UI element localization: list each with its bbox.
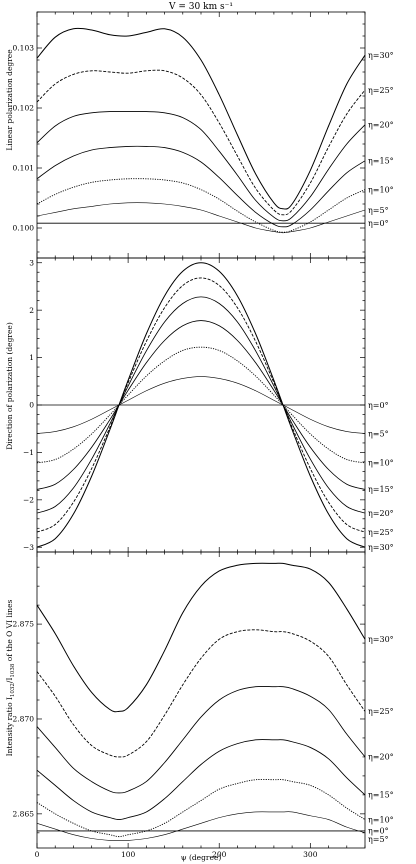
series-line-eta-30 — [36, 27, 366, 210]
curve-label-eta-25: η=25° — [368, 707, 394, 716]
y-axis-label-intensity-ratio: Intensity ratio I1032/I1038 of the O VI … — [5, 599, 16, 756]
y-tick-label: 2.865 — [13, 809, 35, 818]
curve-label-eta-0: η=0° — [368, 401, 389, 410]
curve-label-eta-20: η=20° — [368, 753, 394, 762]
series-line-eta-30 — [36, 562, 366, 713]
curve-label-eta-0: η=0° — [368, 219, 389, 228]
series-line-eta-25 — [36, 629, 366, 758]
series-line-eta-25 — [36, 277, 366, 533]
panel-intensity-ratio: 0 100 200 300 2.865 2.870 2.875 η=30° η=25° η=20°… — [13, 551, 394, 859]
curve-label-eta-20: η=20° — [368, 121, 394, 130]
series-line-eta-10 — [36, 346, 366, 464]
series-line-eta-25 — [36, 69, 366, 216]
ylabel-sub-1038: 1038 — [10, 663, 16, 677]
y-tick-label: −2 — [23, 495, 34, 504]
ylabel-mid: /I — [5, 678, 14, 684]
y-tick-label: 3 — [29, 258, 34, 267]
curve-label-eta-0: η=0° — [368, 827, 389, 836]
ylabel-main: Intensity ratio I — [5, 697, 14, 756]
series-line-eta-15 — [36, 145, 366, 228]
curve-label-eta-5: η=5° — [368, 835, 389, 844]
curve-label-eta-30: η=30° — [368, 51, 394, 60]
panel-direction-of-polarization: −3 −2 −1 0 1 2 3 η=0° η=5° η=10° η=15° η=20° η=25° η=… — [23, 257, 394, 553]
curve-label-eta-10: η=10° — [368, 185, 394, 194]
panel-linear-polarization: 0.100 0.101 0.102 0.103 η=30° η=25° η=20° η=15°… — [13, 11, 394, 259]
y-tick-label: 0.102 — [13, 104, 35, 113]
y-tick-label: 2.875 — [13, 620, 35, 629]
y-axis-label-linear-polarization: Linear polarization degree — [5, 49, 14, 151]
series-line-eta-5 — [36, 811, 366, 841]
series-line-eta-20 — [36, 111, 366, 222]
y-tick-label: −1 — [23, 448, 34, 457]
y-tick-label: 1 — [29, 353, 34, 362]
series-line-eta-30 — [36, 262, 366, 548]
ylabel-sub-1032: 1032 — [10, 683, 16, 697]
y-tick-label: 0 — [29, 401, 34, 410]
plot-frame — [36, 11, 366, 259]
series-line-eta-5 — [36, 202, 366, 234]
series-line-eta-15 — [36, 739, 366, 820]
curve-label-eta-15: η=15° — [368, 791, 394, 800]
curve-label-eta-30: η=30° — [368, 635, 394, 644]
curve-label-eta-15: η=15° — [368, 485, 394, 494]
x-tick-label: 0 — [35, 850, 40, 859]
curve-label-eta-10: η=10° — [368, 459, 394, 468]
curve-label-eta-10: η=10° — [368, 815, 394, 824]
series-line-eta-5 — [36, 376, 366, 434]
y-tick-label: 2.870 — [13, 715, 35, 724]
x-axis-label: ψ (degree) — [181, 853, 222, 862]
curve-label-eta-25: η=25° — [368, 528, 394, 537]
x-tick-label: 200 — [212, 850, 227, 859]
curve-label-eta-25: η=25° — [368, 86, 394, 95]
x-tick-label: 300 — [303, 850, 318, 859]
curve-label-eta-5: η=5° — [368, 429, 389, 438]
curve-label-eta-5: η=5° — [368, 206, 389, 215]
series-line-eta-10 — [36, 778, 366, 838]
curve-label-eta-15: η=15° — [368, 157, 394, 166]
y-tick-label: 0.101 — [13, 164, 34, 173]
y-tick-label: −3 — [23, 543, 34, 552]
series-line-eta-15 — [36, 320, 366, 490]
series-line-eta-20 — [36, 296, 366, 514]
series-line-eta-10 — [36, 178, 366, 233]
series-line-eta-20 — [36, 686, 366, 794]
ylabel-tail: of the O VI lines — [5, 599, 14, 663]
y-tick-label: 0.103 — [13, 44, 35, 53]
y-tick-label: 2 — [29, 306, 34, 315]
x-tick-label: 100 — [121, 850, 136, 859]
curve-label-eta-30: η=30° — [368, 543, 394, 552]
curve-label-eta-20: η=20° — [368, 509, 394, 518]
chart-title: V = 30 km s⁻¹ — [168, 2, 233, 12]
y-tick-label: 0.100 — [13, 224, 35, 233]
y-axis-label-direction: Direction of polarization (degree) — [5, 322, 14, 450]
